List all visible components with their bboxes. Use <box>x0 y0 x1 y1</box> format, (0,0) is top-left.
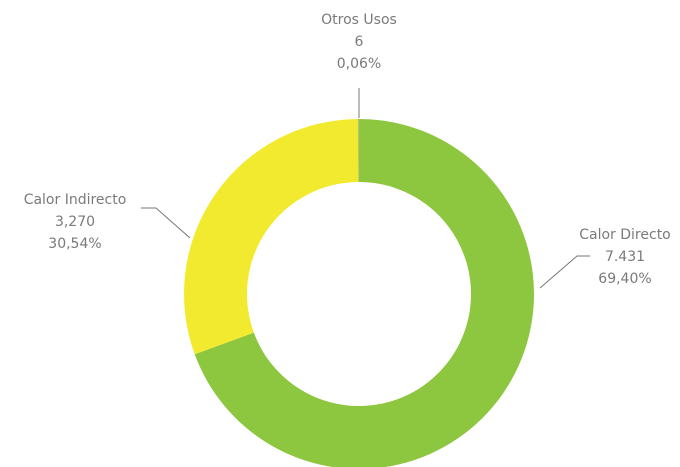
slice-label: Calor Directo <box>579 227 671 243</box>
percent-label: 0,06% <box>337 56 381 72</box>
value-label: 6 <box>355 34 364 50</box>
slice <box>183 119 359 355</box>
slice-label: Otros Usos <box>321 12 397 28</box>
value-label: 7.431 <box>605 249 645 265</box>
slice-label: Calor Indirecto <box>24 192 127 208</box>
leader-line <box>141 207 191 239</box>
percent-label: 30,54% <box>48 236 101 252</box>
value-label: 3,270 <box>55 214 95 230</box>
percent-label: 69,40% <box>598 271 651 287</box>
slices <box>183 119 534 467</box>
leader-line <box>539 255 590 289</box>
slice <box>194 119 534 467</box>
slice <box>358 119 359 183</box>
